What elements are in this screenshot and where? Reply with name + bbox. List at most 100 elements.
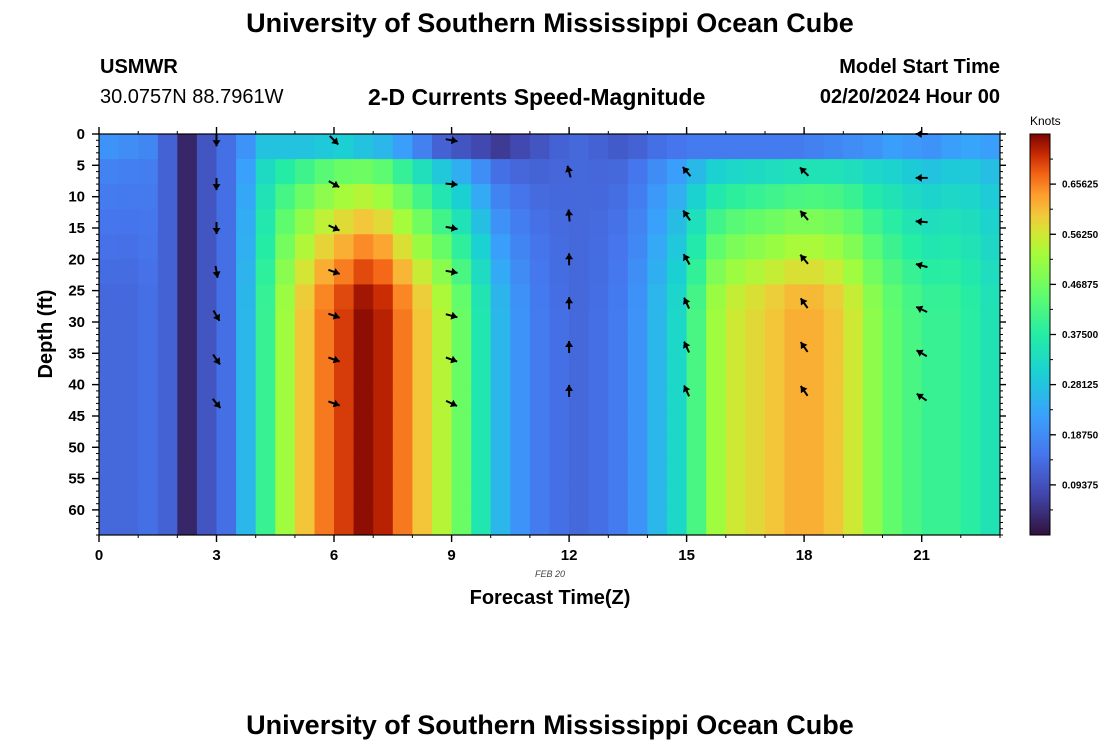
heatmap-cell (432, 434, 453, 461)
heatmap-cell (588, 434, 609, 461)
heatmap-cell (941, 259, 962, 285)
current-arrow (565, 297, 574, 310)
heatmap-cell (236, 134, 257, 160)
heatmap-cell (549, 384, 570, 411)
heatmap-cell (177, 234, 198, 260)
heatmap-cell (138, 359, 159, 386)
heatmap-cell (451, 509, 472, 535)
heatmap-cell (902, 309, 923, 336)
heatmap-cell (471, 334, 492, 361)
heatmap-cell (432, 409, 453, 436)
y-axis: 0 5 10 15 20 25 30 35 40 45 50 55 60 (68, 126, 1006, 536)
heatmap-cell (451, 459, 472, 486)
chart-title: University of Southern Mississippi Ocean… (246, 8, 854, 38)
station-name: USMWR (100, 56, 178, 78)
heatmap-cell (667, 234, 688, 260)
heatmap-cell (294, 359, 316, 386)
heatmap-cell (941, 134, 962, 160)
heatmap-cell (902, 434, 923, 461)
heatmap-cell (510, 134, 531, 160)
heatmap-cell (823, 459, 844, 486)
heatmap-cell (667, 309, 688, 336)
heatmap-cell (353, 359, 374, 386)
current-arrow (212, 178, 221, 191)
heatmap-cell (882, 334, 903, 361)
heatmap-cell (177, 334, 198, 361)
heatmap-cell (588, 284, 609, 311)
heatmap-cell (294, 159, 316, 185)
current-arrow (328, 355, 341, 364)
heatmap-cell (138, 234, 159, 260)
heatmap-cell (549, 234, 570, 260)
y-tick-label: 35 (68, 345, 85, 362)
heatmap-cell (392, 134, 413, 160)
heatmap-cell (118, 234, 139, 260)
heatmap-cell (686, 309, 707, 336)
heatmap-cell (490, 434, 511, 461)
heatmap-cell (686, 409, 707, 436)
heatmap-cell (314, 134, 335, 160)
heatmap-cell (451, 434, 472, 461)
heatmap-cell (608, 134, 629, 160)
heatmap-cell (804, 434, 825, 461)
heatmap-cell (706, 509, 727, 535)
heatmap-cell (941, 159, 962, 185)
heatmap-cell (784, 234, 805, 260)
heatmap-cell (196, 409, 218, 436)
current-arrow (212, 310, 221, 322)
heatmap-cell (823, 509, 844, 535)
heatmap-cell (314, 234, 335, 260)
heatmap-cell (353, 384, 374, 411)
current-arrow (445, 355, 458, 364)
heatmap-cell (882, 159, 903, 185)
heatmap-cell (255, 284, 276, 311)
current-arrow (915, 217, 928, 226)
heatmap-cell (960, 459, 981, 486)
heatmap-cell (451, 184, 472, 210)
heatmap-cell (275, 284, 296, 311)
heatmap-cell (882, 234, 903, 260)
heatmap-cell (843, 334, 864, 361)
heatmap-cell (412, 484, 433, 511)
heatmap-cell (392, 409, 413, 436)
current-arrow (799, 210, 809, 221)
heatmap-cell (608, 359, 629, 386)
heatmap-cell (216, 259, 237, 285)
heatmap-cell (608, 259, 629, 285)
heatmap-cell (980, 359, 1000, 386)
heatmap-cell (862, 134, 884, 160)
heatmap-cell (196, 434, 218, 461)
heatmap-cell (765, 359, 786, 386)
heatmap-cell (862, 234, 884, 260)
heatmap-cell (667, 484, 688, 511)
heatmap-cell (373, 509, 394, 535)
heatmap-cell (980, 434, 1000, 461)
heatmap-cell (294, 409, 316, 436)
heatmap-cell (980, 309, 1000, 336)
heatmap-cell (862, 334, 884, 361)
heatmap-cell (490, 184, 511, 210)
heatmap-cell (921, 184, 942, 210)
heatmap-cell (647, 259, 668, 285)
heatmap-cell (412, 159, 433, 185)
heatmap-cell (255, 359, 276, 386)
heatmap-cell (275, 409, 296, 436)
heatmap-cell (314, 159, 335, 185)
heatmap-cell (236, 484, 257, 511)
heatmap-cell (294, 234, 316, 260)
x-axis: 0 3 6 9 12 15 18 21 (95, 127, 1001, 564)
heatmap-cell (314, 484, 335, 511)
heatmap-cell (862, 159, 884, 185)
heatmap-cell (99, 384, 120, 411)
heatmap-cell (921, 359, 942, 386)
heatmap-cell (960, 134, 981, 160)
heatmap-cell (510, 159, 531, 185)
heatmap-cell (451, 134, 472, 160)
heatmap-cell (745, 209, 766, 235)
heatmap-cell (725, 384, 746, 411)
heatmap-cell (765, 259, 786, 285)
heatmap-cell (667, 359, 688, 386)
current-arrow (329, 135, 340, 146)
heatmap-cell (823, 384, 844, 411)
heatmap-cell (745, 384, 766, 411)
